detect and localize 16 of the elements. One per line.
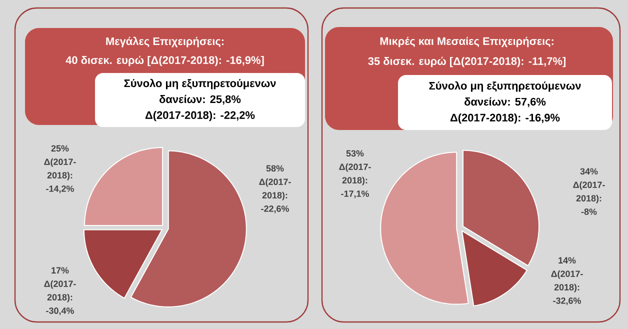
data-label: 58% Δ(2017-2018): -22,6% (259, 165, 291, 214)
text: δανείων: 57,6% (464, 97, 546, 108)
data-label: 17% Δ(2017-2018): -30,4% (44, 267, 76, 316)
chart-title: Μεγάλες Επιχειρήσεις: (106, 36, 224, 48)
text: δανείων: 25,8% (160, 94, 241, 105)
chart-title: Μικρές και Μεσαίες Επιχειρήσεις: (380, 36, 554, 48)
data-label: 34% Δ(2017-2018): -8% (573, 168, 605, 215)
data-label: 14% Δ(2017-2018): -32,6% (551, 257, 583, 306)
chart-subtitle: 35 δισεκ. ευρώ [Δ(2017-2018): -11,7%] (368, 56, 566, 68)
chart-subtitle: 40 δισεκ. ευρώ [Δ(2017-2018): -16,9%] (66, 56, 264, 66)
text: Δ(2017-2018): -16,9% (450, 113, 560, 124)
text: Σύνολο μη εξυπηρετούμενων (124, 78, 276, 90)
data-label: 53% Δ(2017-2018): -17,1% (339, 150, 371, 198)
text: Δ(2017-2018): -22,2% (145, 110, 255, 122)
text: Σύνολο μη εξυπηρετούμενων (429, 81, 581, 92)
data-label: 25% Δ(2017-2018): -14,2% (44, 145, 76, 194)
